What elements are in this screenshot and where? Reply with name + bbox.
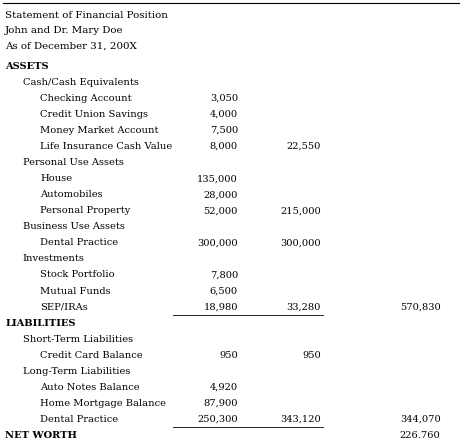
Text: Cash/Cash Equivalents: Cash/Cash Equivalents xyxy=(23,78,139,87)
Text: Money Market Account: Money Market Account xyxy=(40,126,159,135)
Text: 3,050: 3,050 xyxy=(210,94,238,103)
Text: Personal Use Assets: Personal Use Assets xyxy=(23,158,124,167)
Text: Auto Notes Balance: Auto Notes Balance xyxy=(40,382,140,391)
Text: Mutual Funds: Mutual Funds xyxy=(40,286,111,295)
Text: 28,000: 28,000 xyxy=(204,190,238,199)
Text: 7,800: 7,800 xyxy=(210,270,238,279)
Text: 950: 950 xyxy=(219,350,238,359)
Text: Short-Term Liabilities: Short-Term Liabilities xyxy=(23,334,133,343)
Text: Long-Term Liabilities: Long-Term Liabilities xyxy=(23,366,130,375)
Text: 215,000: 215,000 xyxy=(280,206,321,215)
Text: 18,980: 18,980 xyxy=(203,302,238,311)
Text: 343,120: 343,120 xyxy=(280,414,321,423)
Text: ASSETS: ASSETS xyxy=(5,62,49,71)
Text: 6,500: 6,500 xyxy=(210,286,238,295)
Text: House: House xyxy=(40,174,73,183)
Text: Business Use Assets: Business Use Assets xyxy=(23,222,125,231)
Text: 344,070: 344,070 xyxy=(400,414,441,423)
Text: John and Dr. Mary Doe: John and Dr. Mary Doe xyxy=(5,26,124,35)
Text: 300,000: 300,000 xyxy=(280,238,321,247)
Text: Stock Portfolio: Stock Portfolio xyxy=(40,270,115,279)
Text: 22,550: 22,550 xyxy=(286,142,321,151)
Text: Automobiles: Automobiles xyxy=(40,190,103,199)
Text: Dental Practice: Dental Practice xyxy=(40,238,118,247)
Text: Personal Property: Personal Property xyxy=(40,206,131,215)
Text: 7,500: 7,500 xyxy=(210,126,238,135)
Text: 570,830: 570,830 xyxy=(400,302,441,311)
Text: Home Mortgage Balance: Home Mortgage Balance xyxy=(40,398,166,407)
Text: 300,000: 300,000 xyxy=(197,238,238,247)
Text: 135,000: 135,000 xyxy=(197,174,238,183)
Text: SEP/IRAs: SEP/IRAs xyxy=(40,302,88,311)
Text: Checking Account: Checking Account xyxy=(40,94,132,103)
Text: Life Insurance Cash Value: Life Insurance Cash Value xyxy=(40,142,173,151)
Text: 52,000: 52,000 xyxy=(204,206,238,215)
Text: Credit Union Savings: Credit Union Savings xyxy=(40,110,148,119)
Text: 950: 950 xyxy=(302,350,321,359)
Text: 226,760: 226,760 xyxy=(400,430,441,438)
Text: Dental Practice: Dental Practice xyxy=(40,414,118,423)
Text: 4,000: 4,000 xyxy=(210,110,238,119)
Text: 4,920: 4,920 xyxy=(210,382,238,391)
Text: LIABILITIES: LIABILITIES xyxy=(5,318,76,327)
Text: 8,000: 8,000 xyxy=(210,142,238,151)
Text: Statement of Financial Position: Statement of Financial Position xyxy=(5,11,168,20)
Text: NET WORTH: NET WORTH xyxy=(5,430,77,438)
Text: Investments: Investments xyxy=(23,254,85,263)
Text: 250,300: 250,300 xyxy=(197,414,238,423)
Text: As of December 31, 200X: As of December 31, 200X xyxy=(5,42,137,50)
Text: Credit Card Balance: Credit Card Balance xyxy=(40,350,143,359)
Text: 87,900: 87,900 xyxy=(203,398,238,407)
Text: 33,280: 33,280 xyxy=(286,302,321,311)
